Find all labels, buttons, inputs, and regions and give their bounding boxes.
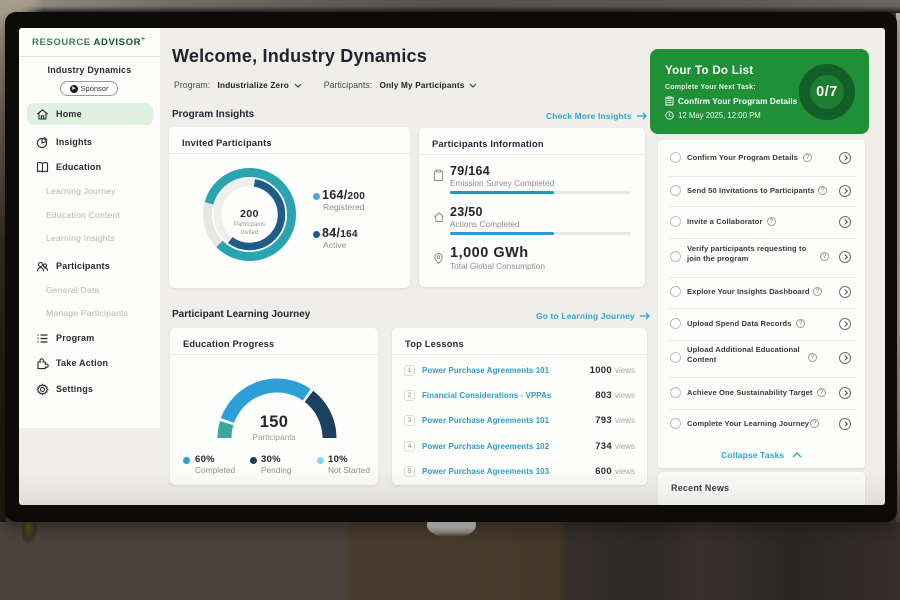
svg-text:Invited: Invited: [241, 230, 259, 236]
svg-text:200: 200: [240, 208, 259, 220]
svg-text:Participants: Participants: [234, 222, 265, 228]
